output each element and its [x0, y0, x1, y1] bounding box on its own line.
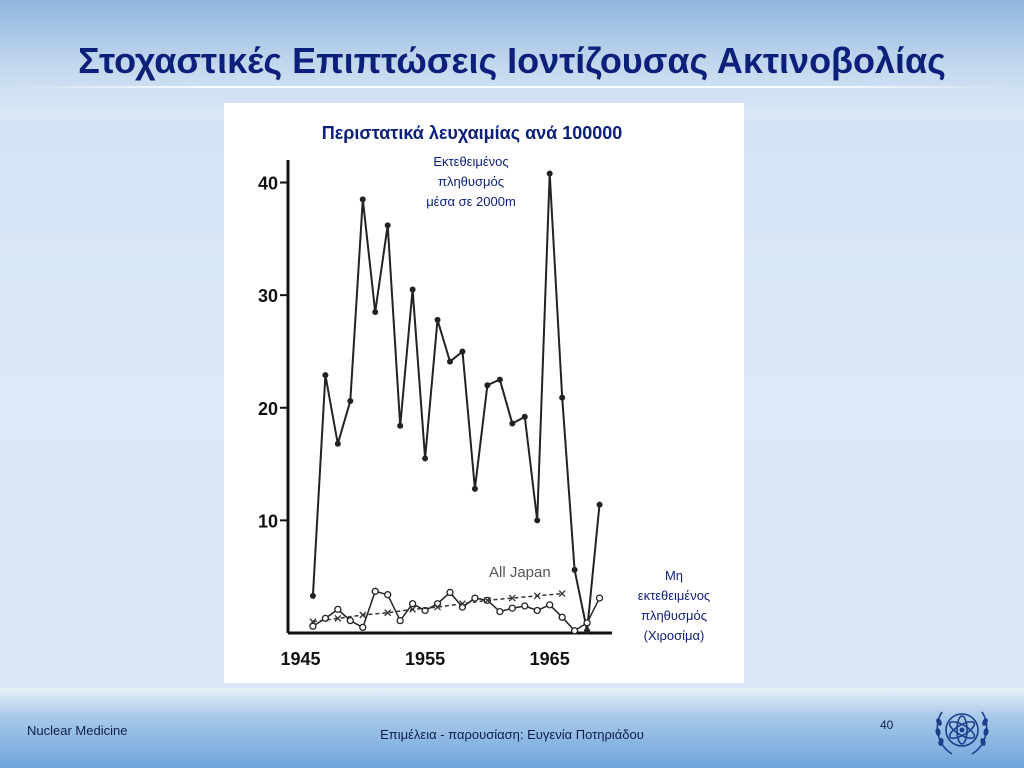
- x-tick-label: 1945: [280, 649, 320, 669]
- chart-title: Περιστατικά λευχαιμίας ανά 100000: [322, 123, 623, 143]
- slide-title: Στοχαστικές Επιπτώσεις Ιοντίζουσας Ακτιν…: [78, 40, 946, 81]
- data-point: [509, 420, 516, 427]
- annotation-exposed-line2: πληθυσμός: [438, 174, 504, 189]
- axes: [286, 160, 612, 635]
- y-tick-label: 20: [258, 399, 278, 419]
- data-point: [459, 600, 466, 608]
- series-layer: [309, 170, 604, 635]
- data-point: [521, 413, 528, 420]
- x-ticks: 1945 1955 1965: [280, 649, 569, 669]
- data-point: [359, 623, 367, 632]
- data-point: [447, 358, 453, 365]
- data-point: [384, 609, 392, 617]
- title-divider: [0, 86, 1024, 88]
- data-point: [384, 591, 392, 599]
- data-point: [496, 376, 503, 383]
- data-point: [309, 592, 316, 599]
- data-point: [446, 588, 454, 597]
- data-point: [421, 606, 429, 615]
- data-point: [322, 372, 329, 379]
- y-tick-label: 30: [258, 286, 278, 306]
- annotation-unexposed-line2: εκτεθειμένος: [638, 588, 710, 603]
- data-point: [533, 592, 541, 600]
- data-point: [422, 455, 429, 462]
- chart-panel: [224, 103, 744, 683]
- data-point: [372, 309, 379, 316]
- x-tick-label: 1955: [405, 649, 445, 669]
- un-emblem-icon: [935, 711, 989, 755]
- annotation-unexposed-line3: πληθυσμός: [641, 608, 707, 623]
- data-point: [334, 614, 342, 622]
- data-point: [359, 196, 366, 203]
- y-tick-label: 40: [258, 174, 278, 194]
- annotation-all-japan: All Japan: [489, 564, 551, 581]
- data-point: [309, 622, 317, 630]
- data-point: [484, 382, 491, 389]
- data-point: [534, 517, 541, 524]
- series-1: [309, 587, 604, 635]
- data-point: [396, 616, 404, 625]
- y-tick-label: 10: [258, 511, 278, 531]
- data-point: [334, 605, 342, 613]
- data-point: [583, 619, 591, 627]
- series-line: [312, 590, 601, 632]
- data-point: [459, 348, 466, 355]
- data-point: [471, 594, 479, 602]
- annotation-unexposed: Μη εκτεθειμένος πληθυσμός (Χιροσίμα): [638, 568, 710, 643]
- series-line: [311, 173, 601, 631]
- footer-course-name: Nuclear Medicine: [27, 723, 128, 738]
- data-point: [508, 604, 516, 612]
- data-point: [521, 602, 529, 610]
- data-point: [434, 316, 441, 323]
- title-band: [0, 0, 1024, 120]
- data-point: [595, 594, 604, 602]
- data-point: [596, 501, 603, 508]
- data-point: [546, 170, 553, 177]
- annotation-exposed: Εκτεθειμένος πληθυσμός μέσα σε 2000m: [426, 154, 516, 209]
- footer-band: [0, 688, 1024, 768]
- data-point: [571, 566, 578, 573]
- data-point: [559, 394, 566, 401]
- annotation-unexposed-line4: (Χιροσίμα): [644, 628, 705, 643]
- data-point: [546, 601, 554, 609]
- data-point: [408, 600, 417, 608]
- y-ticks: 10 20 30 40: [258, 174, 288, 531]
- page-number: 40: [880, 718, 894, 732]
- data-point: [409, 605, 417, 613]
- data-point: [371, 587, 379, 595]
- series-2: [309, 590, 566, 626]
- data-point: [397, 422, 404, 429]
- data-point: [496, 607, 504, 616]
- data-point: [471, 485, 478, 492]
- data-point: [346, 616, 354, 625]
- data-point: [558, 613, 566, 621]
- data-point: [309, 618, 317, 626]
- data-point: [434, 603, 441, 611]
- annotation-exposed-line3: μέσα σε 2000m: [426, 194, 516, 209]
- annotation-unexposed-line1: Μη: [665, 568, 683, 583]
- annotation-exposed-line1: Εκτεθειμένος: [433, 154, 508, 169]
- data-point: [483, 596, 491, 604]
- footer-author: Επιμέλεια - παρουσίαση: Ευγενία Ποτηριάδ…: [380, 727, 644, 742]
- data-point: [508, 594, 516, 602]
- data-point: [570, 627, 579, 635]
- data-point: [409, 286, 416, 293]
- data-point: [384, 222, 391, 229]
- data-point: [359, 611, 367, 619]
- data-point: [334, 440, 341, 447]
- data-point: [584, 627, 591, 634]
- data-point: [347, 398, 354, 405]
- data-point: [558, 590, 566, 598]
- x-tick-label: 1965: [530, 649, 570, 669]
- series-0: [309, 170, 603, 634]
- data-point: [533, 606, 541, 615]
